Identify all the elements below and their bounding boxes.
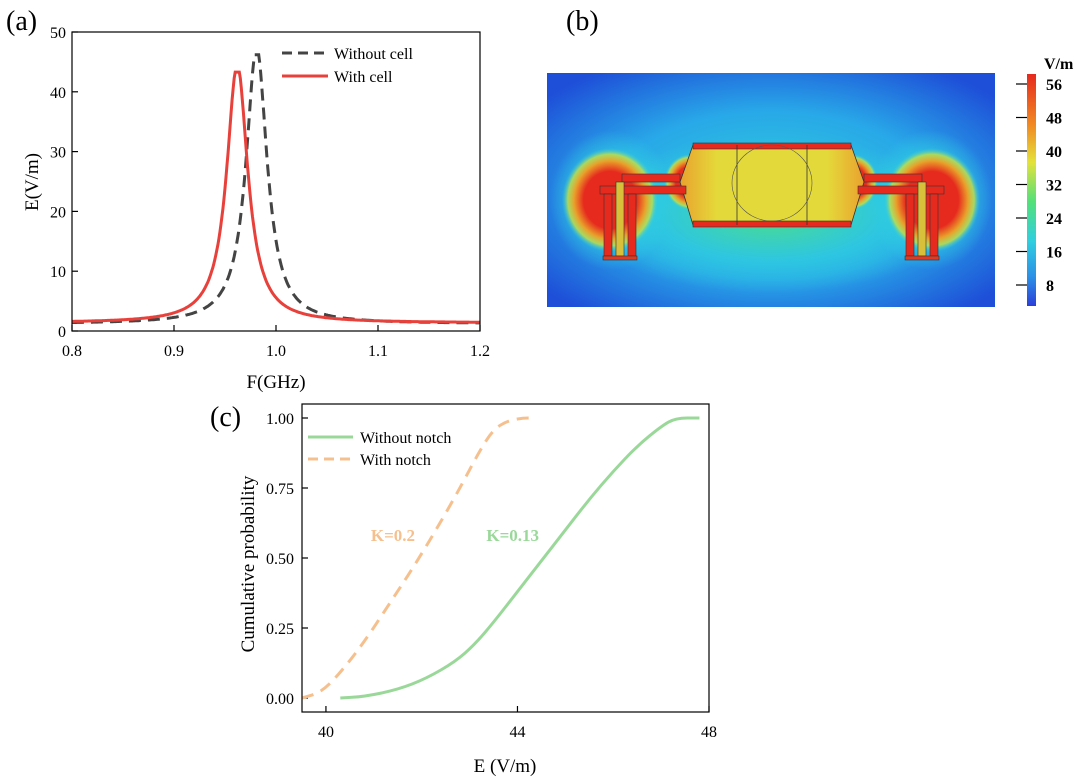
panel-a-y-tick-label: 10 [50,264,66,281]
legend-label-with-notch: With notch [360,452,431,469]
panel-c-series [301,416,700,700]
panel-c-annotations: K=0.2 K=0.13 [371,526,539,545]
heatmap-left-arm-upper [621,173,681,183]
panel-a-x-tick-label: 1.2 [470,343,490,360]
panel-b-field-heatmap: (b) [547,6,1074,307]
panel-c-legend: Without notch With notch [308,430,451,469]
legend-label-without-cell: Without cell [334,46,413,63]
series-line-with-notch [301,416,537,700]
heatmap-left-connector [602,181,638,261]
heatmap-top-plate [692,142,852,150]
panel-c-x-tick-label: 44 [509,724,525,741]
panel-a-x-axis-label: F(GHz) [246,372,305,393]
panel-a-y-tick-label: 50 [50,25,66,42]
annotation-label: K=0.13 [486,526,539,545]
panel-a-frame [71,31,481,332]
colorbar-unit: V/m [1044,56,1074,73]
colorbar-ticks: 56 48 40 32 24 16 8 [1016,77,1062,295]
panel-a-y-tick-label: 20 [50,204,66,221]
heatmap-right-connector [904,181,940,261]
panel-a-series [72,53,480,325]
panel-a-line-chart: (a) 0.8 0.9 1.0 1.1 1.2 0 10 20 30 40 50 E(V/m) F(… [6,6,490,393]
panel-a-x-tick-label: 0.8 [62,343,82,360]
panel-c-y-tick-label: 0.50 [266,551,294,568]
panel-a-y-axis-label: E(V/m) [22,153,43,211]
panel-c-line-chart: (c) 40 44 48 0.00 0.25 0.50 0.75 1.00 Cumulativ… [210,402,717,777]
panel-c-y-tick-label: 1.00 [266,411,294,428]
panel-a-label: (a) [6,6,37,37]
heatmap-central-body [679,144,865,226]
panel-c-x-axis-label: E (V/m) [474,756,537,777]
heatmap-colorbar: V/m 56 48 40 32 24 16 8 [1016,56,1074,306]
panel-c-label: (c) [210,402,241,433]
panel-c-y-tick-label: 0.25 [266,621,294,638]
panel-b-label: (b) [566,6,599,37]
panel-a-x-tick-label: 1.1 [368,343,388,360]
panel-a-x-tick-label: 0.9 [164,343,184,360]
series-line-without-cell [72,53,480,325]
colorbar-tick-label: 48 [1046,111,1062,128]
heatmap-right-arm-upper [863,173,923,183]
colorbar-tick-label: 40 [1046,144,1062,161]
series-line-without-notch [340,416,700,700]
panel-c-y-tick-label: 0.75 [266,481,294,498]
panel-a-y-tick-label: 0 [58,324,66,341]
panel-a-ticks: 0.8 0.9 1.0 1.1 1.2 0 10 20 30 40 50 [50,25,490,360]
heatmap-cell-outline [731,144,813,222]
heatmap-image [547,73,995,307]
heatmap-right-arm [857,185,945,195]
panel-a-legend: Without cell With cell [282,46,413,86]
colorbar-tick-label: 8 [1046,278,1054,295]
colorbar-tick-label: 16 [1046,245,1062,262]
colorbar-tick-label: 32 [1046,178,1062,195]
panel-c-y-tick-label: 0.00 [266,691,294,708]
colorbar-tick-label: 56 [1046,77,1062,94]
panel-c-y-axis-label: Cumulative probability [238,475,259,652]
panel-c-frame [301,403,710,713]
colorbar-tick-label: 24 [1046,211,1062,228]
panel-c-x-tick-label: 48 [701,724,717,741]
legend-label-with-cell: With cell [334,69,393,86]
heatmap-bottom-plate [692,220,852,228]
colorbar-gradient [1027,74,1036,306]
panel-a-y-tick-label: 30 [50,145,66,162]
panel-a-x-tick-label: 1.0 [266,343,286,360]
legend-label-without-notch: Without notch [360,430,451,447]
annotation-label: K=0.2 [371,526,415,545]
heatmap-left-arm [599,185,687,195]
panel-a-y-tick-label: 40 [50,85,66,102]
panel-c-x-tick-label: 40 [318,724,334,741]
series-line-with-cell [72,70,480,324]
